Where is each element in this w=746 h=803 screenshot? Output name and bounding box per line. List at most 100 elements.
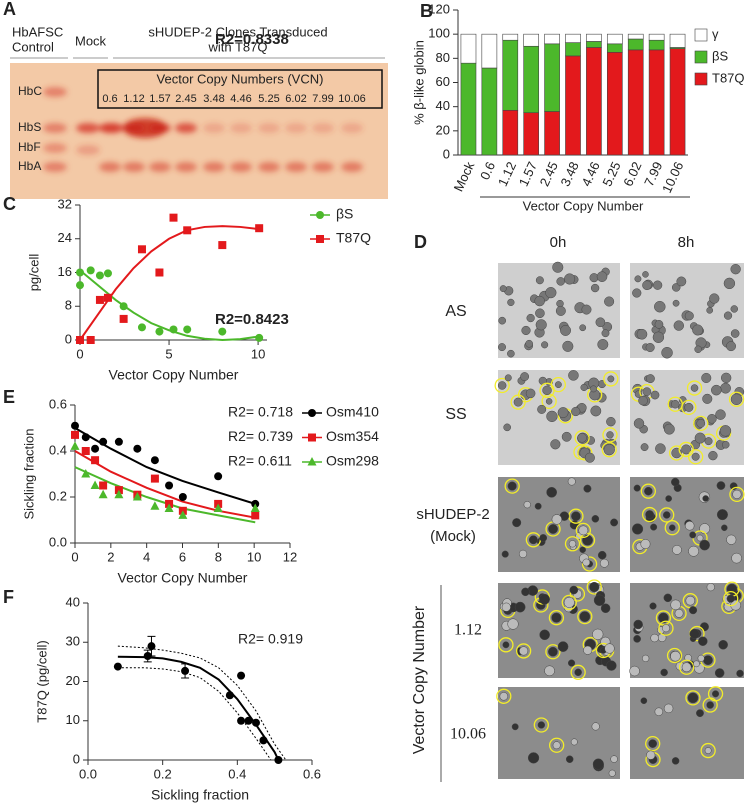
y-tick-label: 120	[428, 1, 450, 16]
bar	[627, 33, 644, 40]
legend-label: Osm410	[326, 404, 379, 420]
cell	[719, 425, 732, 437]
bar	[648, 39, 665, 51]
point	[132, 492, 142, 501]
cell	[519, 646, 529, 656]
band-label: HbS	[18, 120, 41, 134]
cell	[526, 313, 535, 323]
cell	[670, 650, 681, 662]
cell	[591, 722, 600, 731]
panel-label: E	[3, 387, 15, 407]
point	[308, 433, 316, 442]
sickle-marker	[700, 742, 716, 759]
cell	[571, 406, 581, 417]
cell	[562, 340, 574, 352]
sickle-marker	[515, 643, 532, 659]
x-tick-label: 0	[76, 346, 83, 361]
cell	[535, 308, 545, 319]
band	[123, 162, 145, 172]
y-tick-label: 10	[66, 712, 80, 727]
cell	[668, 524, 676, 531]
y-tick-label: 60	[436, 74, 450, 89]
y-tick-label: 0	[65, 331, 72, 346]
point	[308, 409, 316, 417]
cell	[502, 641, 510, 649]
x-tick-label: 0.0	[79, 766, 97, 781]
cell	[671, 399, 680, 409]
cell	[731, 552, 742, 564]
cell	[590, 283, 600, 293]
band	[258, 123, 280, 133]
x-tick-label: 4	[143, 549, 150, 564]
cell	[673, 320, 684, 331]
cell	[596, 271, 608, 282]
sickle-marker	[603, 371, 619, 387]
point	[147, 642, 156, 651]
cell	[546, 486, 558, 498]
sickle-marker	[494, 377, 510, 394]
point	[244, 716, 253, 725]
bar	[481, 67, 498, 156]
sickle-marker	[640, 483, 657, 499]
cell	[730, 393, 743, 406]
point	[213, 503, 223, 512]
vcn-label: 1.57	[149, 93, 170, 105]
panel-label: B	[420, 1, 433, 21]
cell	[534, 502, 542, 510]
sickle-marker	[561, 594, 577, 611]
cell	[701, 372, 712, 383]
band	[43, 123, 67, 133]
vcn-label: 7.99	[312, 93, 333, 105]
y-tick-label: 8	[65, 298, 72, 313]
x-tick-label: 2	[107, 549, 114, 564]
cell	[499, 285, 507, 293]
y-tick-label: 40	[436, 98, 450, 113]
sickle-marker	[707, 686, 724, 702]
point	[99, 437, 108, 446]
band	[99, 162, 121, 172]
point	[169, 213, 178, 222]
cell	[685, 595, 696, 606]
bar	[523, 112, 540, 156]
cell	[577, 433, 587, 443]
cell	[696, 419, 706, 428]
x-tick-label: 6.02	[620, 159, 644, 188]
legend-label: βS	[712, 48, 728, 63]
sickle-marker	[504, 478, 520, 494]
cell	[518, 549, 528, 558]
point	[119, 302, 128, 311]
point	[274, 756, 283, 764]
legend-label: Osm298	[326, 453, 379, 469]
sickle-marker	[645, 735, 661, 752]
cell	[706, 583, 715, 592]
y-tick-label: 0.2	[49, 488, 67, 503]
cell	[663, 423, 675, 435]
sickle-marker	[577, 445, 593, 461]
vcn-box	[97, 69, 383, 109]
cell	[582, 558, 591, 567]
sickle-marker	[728, 391, 745, 407]
bar	[627, 49, 644, 156]
band	[312, 123, 334, 133]
x-tick-label: 3.48	[558, 159, 582, 188]
sickle-marker	[687, 449, 704, 465]
point	[81, 447, 90, 455]
cell	[732, 489, 742, 499]
cell	[642, 271, 649, 278]
cell	[528, 535, 538, 545]
cell	[696, 709, 704, 718]
cell	[579, 611, 591, 622]
cell	[694, 432, 706, 444]
cell	[663, 593, 673, 603]
cell	[684, 654, 692, 662]
y-tick-label: 0	[443, 146, 450, 161]
legend-swatch	[694, 50, 708, 64]
cell	[704, 437, 713, 446]
legend-r2: R2= 0.611	[228, 453, 292, 469]
cell	[726, 534, 737, 545]
y-tick-label: 80	[436, 50, 450, 65]
point	[225, 691, 234, 700]
cell	[571, 511, 581, 522]
gel-header: Control	[12, 39, 54, 54]
cell	[672, 299, 680, 307]
